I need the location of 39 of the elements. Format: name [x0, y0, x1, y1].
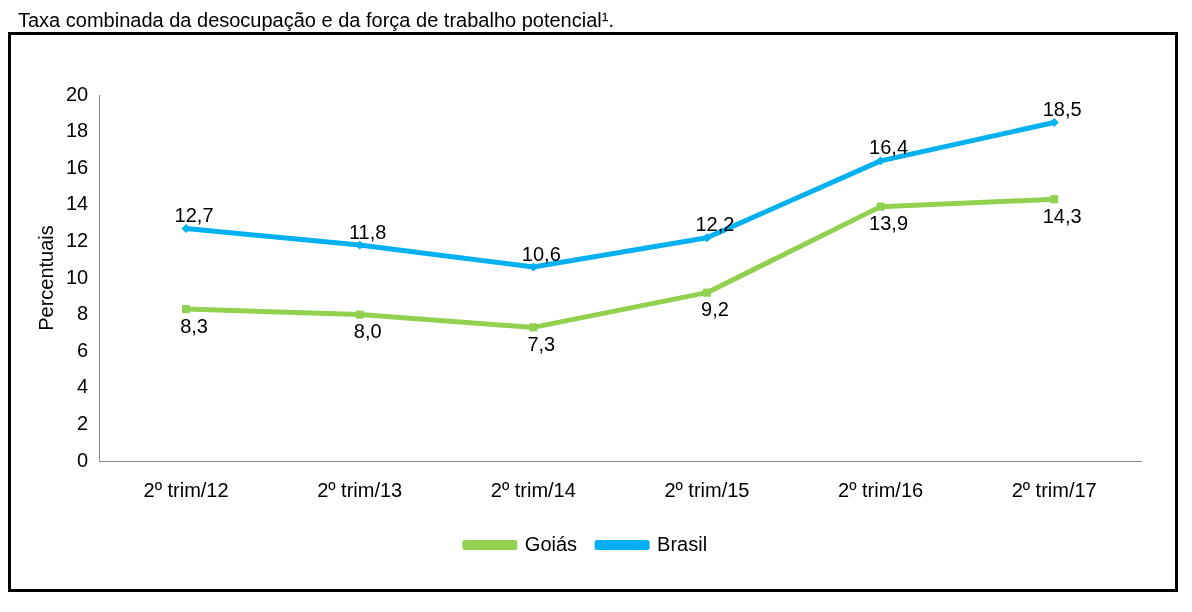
point	[529, 323, 538, 332]
data-label: 9,2	[701, 298, 729, 321]
data-label: 16,4	[869, 136, 909, 159]
y-tick-label: 0	[77, 448, 89, 471]
point	[1050, 195, 1059, 204]
x-tick-label: 2º trim/16	[838, 478, 924, 501]
y-tick-label: 18	[66, 119, 89, 142]
x-tick-label: 2º trim/14	[490, 478, 576, 501]
data-label: 12,2	[695, 213, 735, 236]
y-tick-label: 6	[77, 338, 89, 361]
data-label: 13,9	[869, 212, 909, 235]
x-tick-label: 2º trim/15	[664, 478, 750, 501]
y-tick-label: 2	[77, 411, 89, 434]
legend-label: Goiás	[524, 532, 578, 555]
y-tick-label: 12	[66, 228, 89, 251]
point	[702, 288, 711, 297]
point	[876, 202, 885, 211]
data-label: 11,8	[348, 220, 387, 243]
data-label: 7,3	[527, 332, 556, 355]
data-label: 8,0	[353, 320, 382, 343]
point	[355, 310, 364, 319]
point	[182, 305, 191, 314]
data-label: 14,3	[1042, 204, 1082, 227]
data-label: 10,6	[521, 242, 561, 265]
y-tick-label: 8	[77, 302, 89, 325]
data-label: 18,5	[1042, 97, 1082, 120]
y-tick-label: 20	[66, 82, 89, 105]
data-label: 12,7	[174, 204, 214, 227]
x-tick-label: 2º trim/17	[1011, 478, 1097, 501]
y-tick-label: 14	[66, 192, 89, 215]
x-tick-label: 2º trim/12	[143, 478, 229, 501]
data-label: 8,3	[180, 314, 208, 337]
x-tick-label: 2º trim/13	[317, 478, 403, 501]
y-tick-label: 4	[77, 375, 89, 398]
chart-title: Taxa combinada da desocupação e da força de trabalho potencial¹.	[18, 8, 615, 32]
y-tick-label: 16	[66, 155, 89, 178]
legend-label: Brasil	[657, 532, 708, 555]
y-tick-label: 10	[66, 265, 89, 288]
y-axis-title: Percentuais	[34, 225, 57, 331]
